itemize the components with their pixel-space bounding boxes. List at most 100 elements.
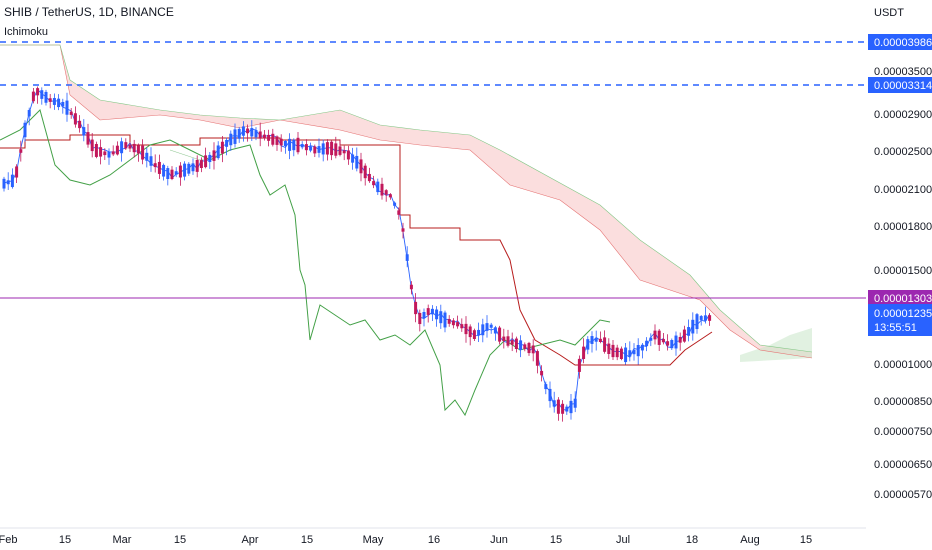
candle-body xyxy=(460,324,464,329)
candle-body xyxy=(527,342,531,354)
candle-body xyxy=(283,140,287,146)
candle-body xyxy=(191,163,195,172)
candle-body xyxy=(695,314,699,330)
price-level-tag xyxy=(868,77,932,93)
candle-body xyxy=(183,163,187,177)
candle-body xyxy=(405,254,409,261)
price-level-tag xyxy=(868,290,932,306)
candle-body xyxy=(90,139,94,152)
candle-body xyxy=(628,350,632,357)
candle-body xyxy=(493,327,497,334)
price-tick-label: 0.00001800 xyxy=(874,221,932,233)
symbol-title: SHIB / TetherUS, 1D, BINANCE xyxy=(4,5,174,19)
candle-body xyxy=(325,142,329,155)
candle-body xyxy=(309,146,313,151)
candle-body xyxy=(367,173,371,182)
price-levels[interactable]: 0.00003986 0.00003314 0.00001303 xyxy=(0,34,932,306)
price-tick-label: 0.00003500 xyxy=(874,66,932,78)
time-tick-label: Jun xyxy=(490,534,508,546)
candle-body xyxy=(691,319,695,334)
candle-body xyxy=(2,178,6,189)
candle-body xyxy=(6,180,10,185)
candle-body xyxy=(44,91,48,103)
candle-body xyxy=(149,156,153,166)
candle-body xyxy=(661,338,665,343)
candle-body xyxy=(220,141,224,154)
candle-body xyxy=(485,323,489,331)
price-tick-label: 0.00000750 xyxy=(874,426,932,438)
candle-body xyxy=(141,145,145,160)
candle-body xyxy=(372,181,376,186)
candle-body xyxy=(132,143,136,153)
time-axis[interactable]: Feb 15 Mar 15 Apr 15 May 16 Jun 15 Jul 18 Aug 15 xyxy=(0,534,812,546)
ichimoku-cloud xyxy=(0,44,813,362)
ichimoku-lines xyxy=(0,88,713,417)
kijun-line xyxy=(0,134,713,366)
candle-body xyxy=(670,340,674,349)
span-a-line xyxy=(0,44,813,359)
candle-body xyxy=(52,98,56,105)
candle-body xyxy=(82,127,86,136)
candle-body xyxy=(229,133,233,146)
candle-body xyxy=(162,164,166,177)
candle-body xyxy=(674,335,678,349)
candle-body xyxy=(657,330,661,345)
candle-body xyxy=(632,349,636,355)
candle-body xyxy=(216,145,220,159)
candle-body xyxy=(514,338,518,350)
time-tick-label: 15 xyxy=(59,534,71,546)
candle-body xyxy=(468,326,472,338)
price-level-tag xyxy=(868,34,932,50)
candle-body xyxy=(393,202,397,206)
candle-body xyxy=(561,403,565,414)
candle-body xyxy=(145,152,149,161)
candle-body xyxy=(65,100,69,115)
candle-body xyxy=(233,129,237,144)
candle-body xyxy=(409,284,413,290)
candle-body xyxy=(397,210,401,215)
candle-body xyxy=(489,324,493,328)
time-tick-label: 15 xyxy=(800,534,812,546)
candle-body xyxy=(506,336,510,346)
candle-body xyxy=(586,339,590,350)
candle-body xyxy=(31,91,35,102)
candle-body xyxy=(40,90,44,99)
candle-body xyxy=(279,138,283,146)
cloud-area xyxy=(0,45,812,358)
candle-body xyxy=(653,330,657,340)
candle-body xyxy=(304,144,308,151)
candle-body xyxy=(275,136,279,145)
candle-body xyxy=(523,344,527,349)
candle-body xyxy=(61,101,65,107)
candle-body xyxy=(636,345,640,357)
candle-body xyxy=(388,194,392,198)
candle-body xyxy=(607,343,611,355)
candle-body xyxy=(624,347,628,363)
candle-body xyxy=(603,337,607,352)
candle-body xyxy=(212,150,216,161)
candle-body xyxy=(687,327,691,336)
last-price-tag xyxy=(868,304,932,336)
candle-body xyxy=(338,146,342,155)
candle-body xyxy=(435,309,439,320)
candle-body xyxy=(439,311,443,324)
candle-body xyxy=(78,120,82,129)
candle-body xyxy=(682,329,686,342)
candle-body xyxy=(170,169,174,179)
candle-body xyxy=(430,308,434,315)
candle-body xyxy=(296,137,300,153)
price-axis[interactable]: 0.00003500 0.00002900 0.00002500 0.00002100… xyxy=(874,66,932,501)
candle-body xyxy=(317,146,321,153)
candle-body xyxy=(456,322,460,327)
candle-body xyxy=(477,329,481,336)
candle-body xyxy=(334,143,338,156)
price-tick-label: 0.00000570 xyxy=(874,489,932,501)
candle-body xyxy=(346,150,350,160)
candle-body xyxy=(582,346,586,359)
time-tick-label: Aug xyxy=(740,534,760,546)
candle-body xyxy=(540,370,544,376)
candle-body xyxy=(23,122,27,138)
candle-body xyxy=(548,388,552,402)
